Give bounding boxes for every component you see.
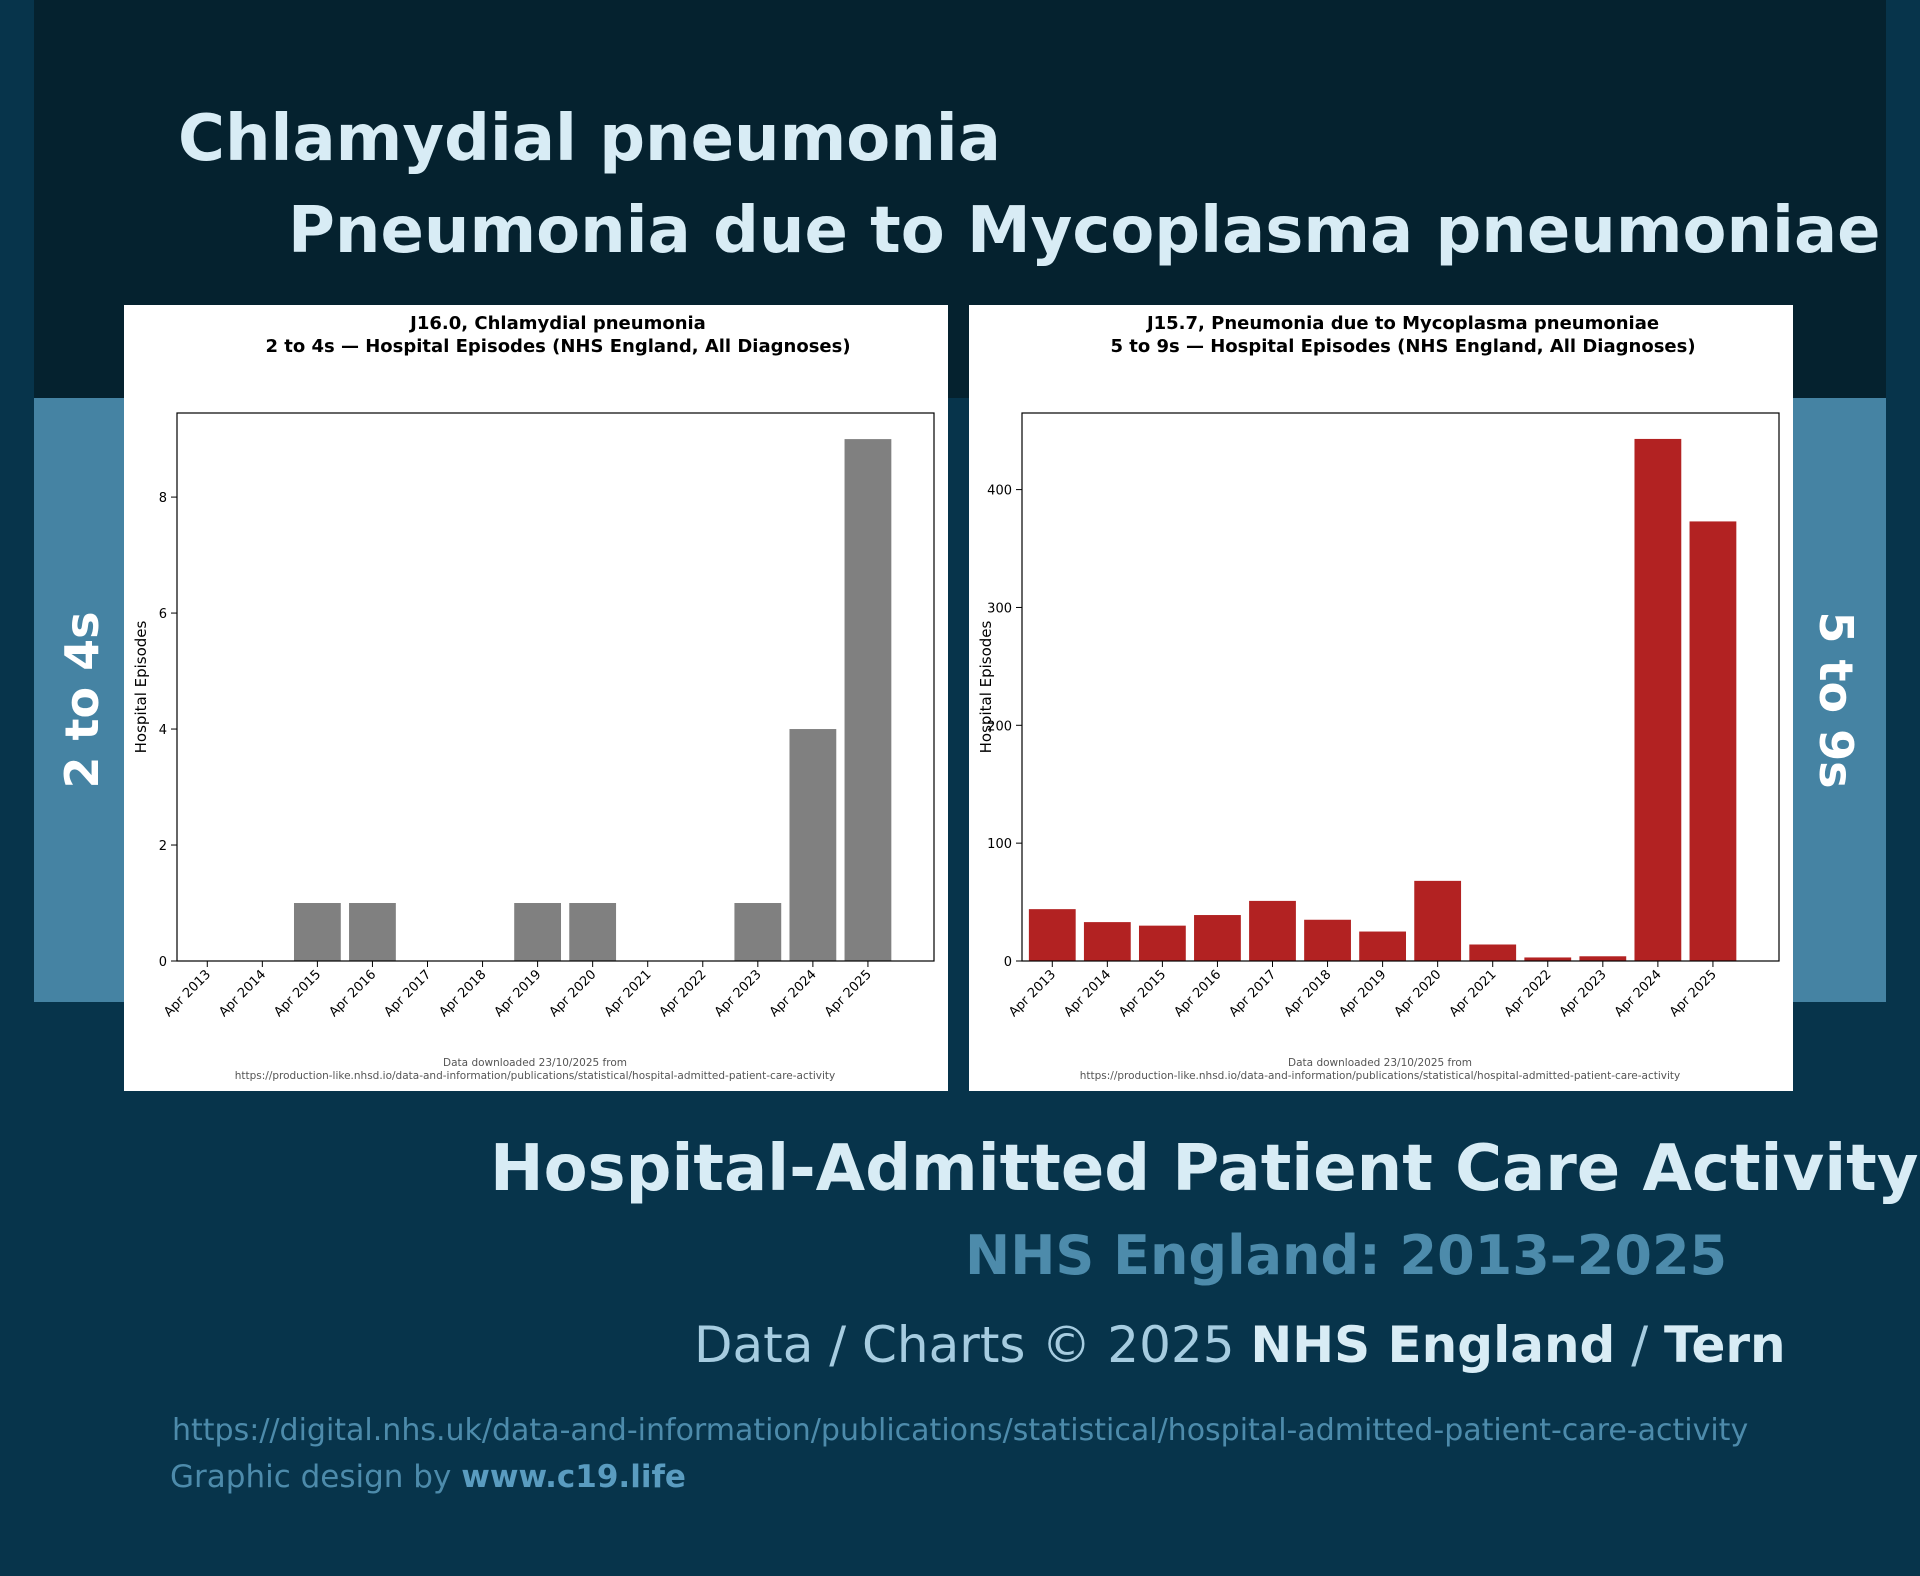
credit-separator: / xyxy=(1631,1316,1649,1374)
bar-apr-2014 xyxy=(1083,922,1131,961)
plot-frame xyxy=(1021,412,1780,962)
x-tick-label: Apr 2025 xyxy=(822,967,875,1020)
chart-subtitle: 2 to 4s — Hospital Episodes (NHS England… xyxy=(265,336,850,357)
main-title-line2: Pneumonia due to Mycoplasma pneumoniae xyxy=(288,194,1881,268)
y-tick-label: 0 xyxy=(159,955,167,970)
x-tick-label: Apr 2014 xyxy=(216,967,269,1020)
x-tick-label: Apr 2017 xyxy=(1226,967,1279,1020)
x-tick-label: Apr 2022 xyxy=(1502,967,1555,1020)
bar-apr-2023 xyxy=(1579,956,1627,961)
y-tick-label: 4 xyxy=(159,723,167,738)
x-tick-label: Apr 2013 xyxy=(161,967,214,1020)
y-tick-label: 6 xyxy=(159,607,167,622)
bar-apr-2023 xyxy=(734,903,782,961)
chart-note-line1: Data downloaded 23/10/2025 from xyxy=(1288,1057,1472,1069)
bar-apr-2018 xyxy=(1304,919,1351,961)
bar-apr-2020 xyxy=(1414,880,1462,961)
x-tick-label: Apr 2023 xyxy=(712,967,765,1020)
chart-note-line2: https://production-like.nhsd.io/data-and… xyxy=(1080,1070,1680,1082)
right-age-label: 5 to 9s xyxy=(1809,611,1863,789)
x-tick-label: Apr 2019 xyxy=(492,967,545,1020)
bar-apr-2019 xyxy=(1359,931,1407,961)
bar-apr-2019 xyxy=(514,903,562,961)
x-tick-label: Apr 2014 xyxy=(1061,967,1114,1020)
x-tick-label: Apr 2022 xyxy=(657,967,710,1020)
x-tick-label: Apr 2017 xyxy=(381,967,434,1020)
x-tick-label: Apr 2018 xyxy=(1282,967,1335,1020)
x-tick-label: Apr 2016 xyxy=(326,967,379,1020)
design-prefix: Graphic design by xyxy=(170,1459,452,1495)
x-tick-label: Apr 2016 xyxy=(1171,967,1224,1020)
x-tick-label: Apr 2025 xyxy=(1667,967,1720,1020)
credit-line: Data / Charts © 2025 NHS England / Tern xyxy=(694,1316,1786,1374)
credit-org: NHS England xyxy=(1250,1316,1616,1374)
right-chart-panel: J15.7, Pneumonia due to Mycoplasma pneum… xyxy=(969,305,1793,1091)
chart-subtitle: 5 to 9s — Hospital Episodes (NHS England… xyxy=(1110,336,1695,357)
bar-apr-2022 xyxy=(1524,957,1572,961)
y-tick-label: 8 xyxy=(159,491,167,506)
bar-apr-2025 xyxy=(844,439,892,962)
footer-title: Hospital-Admitted Patient Care Activity xyxy=(490,1132,1919,1206)
bar-apr-2017 xyxy=(1249,900,1296,961)
bar-apr-2013 xyxy=(1028,909,1076,961)
bar-apr-2016 xyxy=(1194,915,1241,961)
x-tick-label: Apr 2021 xyxy=(602,967,655,1020)
x-tick-label: Apr 2024 xyxy=(767,967,820,1020)
bar-apr-2021 xyxy=(1469,944,1517,961)
x-tick-label: Apr 2020 xyxy=(547,967,600,1020)
credit-prefix: Data / Charts © 2025 xyxy=(694,1316,1235,1374)
y-tick-label: 0 xyxy=(1004,955,1012,970)
x-tick-label: Apr 2015 xyxy=(271,967,324,1020)
right-chart: J15.7, Pneumonia due to Mycoplasma pneum… xyxy=(977,313,1780,1082)
y-tick-label: 300 xyxy=(987,601,1012,616)
x-tick-label: Apr 2015 xyxy=(1116,967,1169,1020)
left-age-label: 2 to 4s xyxy=(55,611,109,789)
bar-apr-2025 xyxy=(1689,521,1737,961)
bar-apr-2015 xyxy=(293,903,341,961)
bar-apr-2024 xyxy=(1634,438,1682,961)
x-tick-label: Apr 2013 xyxy=(1006,967,1059,1020)
x-tick-label: Apr 2023 xyxy=(1557,967,1610,1020)
chart-note-line2: https://production-like.nhsd.io/data-and… xyxy=(235,1070,835,1082)
y-tick-label: 400 xyxy=(987,484,1012,499)
x-tick-label: Apr 2024 xyxy=(1612,967,1665,1020)
bar-apr-2024 xyxy=(789,729,837,961)
chart-title: J16.0, Chlamydial pneumonia xyxy=(408,313,706,334)
y-tick-label: 100 xyxy=(987,837,1012,852)
plot-frame xyxy=(176,412,935,962)
chart-note-line1: Data downloaded 23/10/2025 from xyxy=(443,1057,627,1069)
main-title-line1: Chlamydial pneumonia xyxy=(178,102,1001,176)
bar-apr-2016 xyxy=(349,903,396,961)
footer-date-range: NHS England: 2013–2025 xyxy=(965,1224,1728,1287)
x-tick-label: Apr 2019 xyxy=(1337,967,1390,1020)
credit-author: Tern xyxy=(1664,1316,1786,1374)
x-tick-label: Apr 2018 xyxy=(437,967,490,1020)
source-url: https://digital.nhs.uk/data-and-informat… xyxy=(172,1413,1749,1448)
design-credit: Graphic design by www.c19.life xyxy=(170,1459,686,1495)
y-tick-label: 2 xyxy=(159,839,167,854)
bar-apr-2020 xyxy=(569,903,617,961)
x-tick-label: Apr 2021 xyxy=(1447,967,1500,1020)
chart-title: J15.7, Pneumonia due to Mycoplasma pneum… xyxy=(1145,313,1659,334)
y-axis-label: Hospital Episodes xyxy=(132,620,150,753)
x-tick-label: Apr 2020 xyxy=(1392,967,1445,1020)
design-site-link[interactable]: www.c19.life xyxy=(461,1459,686,1495)
y-tick-label: 200 xyxy=(987,719,1012,734)
y-axis-label: Hospital Episodes xyxy=(977,620,995,753)
left-chart-panel: J16.0, Chlamydial pneumonia 2 to 4s — Hos… xyxy=(124,305,948,1091)
bar-apr-2015 xyxy=(1138,925,1186,961)
